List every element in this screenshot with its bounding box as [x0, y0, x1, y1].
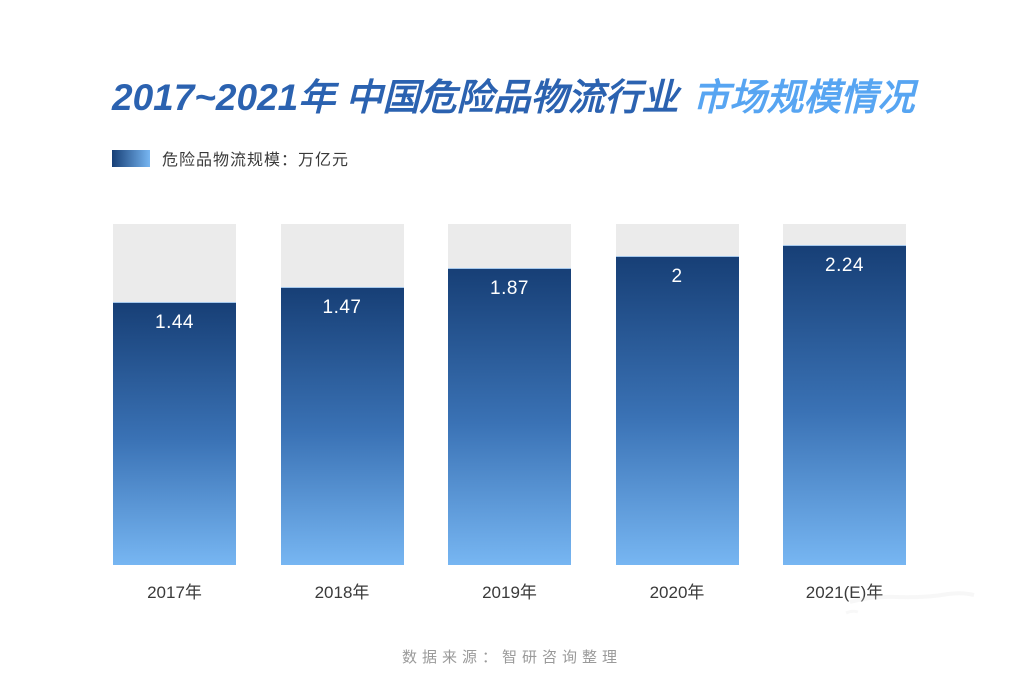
- legend-label: 危险品物流规模：万亿元: [162, 152, 350, 169]
- bar-2018: 1.47: [280, 287, 404, 565]
- bar-value-2017: 1.44: [155, 312, 194, 334]
- bar-column-2017: 1.44 2017年: [113, 224, 236, 602]
- bar-2021: 2.24: [783, 245, 906, 565]
- x-axis-label-2017: 2017年: [147, 583, 202, 602]
- bar-value-2021: 2.24: [825, 255, 864, 277]
- watermark: [845, 591, 975, 615]
- bar-value-2018: 1.47: [322, 297, 362, 319]
- bar-value-2020: 2: [671, 266, 683, 288]
- data-source: 数据来源：智研咨询整理: [401, 649, 622, 666]
- x-axis-label-2019: 2019年: [482, 583, 537, 602]
- x-axis-label-2018: 2018年: [314, 583, 370, 602]
- title-main: 2017~2021年 中国危险品物流行业: [112, 77, 679, 118]
- title-accent: 市场规模情况: [692, 77, 915, 118]
- bar-chart: 1.44 2017年 1.47 2018年 1.87 2019年 2 2020年…: [113, 224, 906, 602]
- legend-swatch-icon: [112, 149, 150, 167]
- legend: 危险品物流规模：万亿元: [112, 146, 349, 170]
- x-axis-label-2020: 2020年: [649, 583, 705, 602]
- bar-2017: 1.44: [113, 302, 236, 565]
- page-title: 2017~2021年 中国危险品物流行业 市场规模情况: [112, 76, 915, 120]
- bar-column-2020: 2 2020年: [615, 224, 739, 602]
- bar-column-2019: 1.87 2019年: [448, 224, 571, 602]
- x-axis-label-2021: 2021(E)年: [805, 583, 884, 602]
- bar-2020: 2: [615, 256, 739, 565]
- bar-2019: 1.87: [448, 268, 571, 565]
- bar-column-2021: 2.24 2021(E)年: [783, 224, 906, 602]
- bar-value-2019: 1.87: [490, 278, 529, 299]
- bar-column-2018: 1.47 2018年: [280, 224, 404, 602]
